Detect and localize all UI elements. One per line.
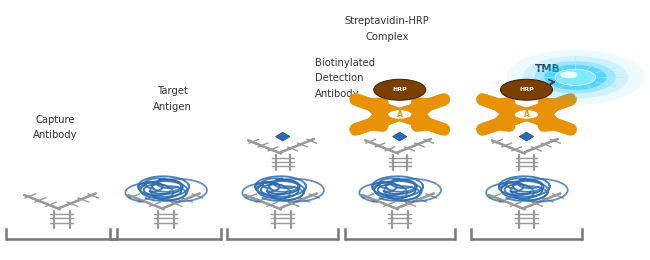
Circle shape [374,79,426,100]
Text: Antigen: Antigen [153,102,192,112]
Text: Biotinylated: Biotinylated [315,58,376,68]
Circle shape [522,56,629,99]
Polygon shape [519,132,534,141]
Text: A: A [523,110,530,119]
Text: Detection: Detection [315,73,364,83]
Circle shape [555,69,595,85]
Circle shape [506,50,644,105]
Text: Streptavidin-HRP: Streptavidin-HRP [344,16,429,26]
Text: Capture: Capture [36,115,75,125]
Text: Antibody: Antibody [315,89,359,99]
Polygon shape [276,132,290,141]
Circle shape [387,109,412,119]
Polygon shape [393,132,407,141]
Text: HRP: HRP [519,87,534,92]
Text: HRP: HRP [393,87,407,92]
Text: Antibody: Antibody [33,131,77,140]
Text: Target: Target [157,86,188,96]
Circle shape [535,61,616,94]
Circle shape [514,109,539,119]
Text: TMB: TMB [535,64,560,74]
Text: A: A [396,110,403,119]
Circle shape [500,79,552,100]
Circle shape [560,71,578,78]
Circle shape [544,65,606,90]
Text: Complex: Complex [365,32,408,42]
